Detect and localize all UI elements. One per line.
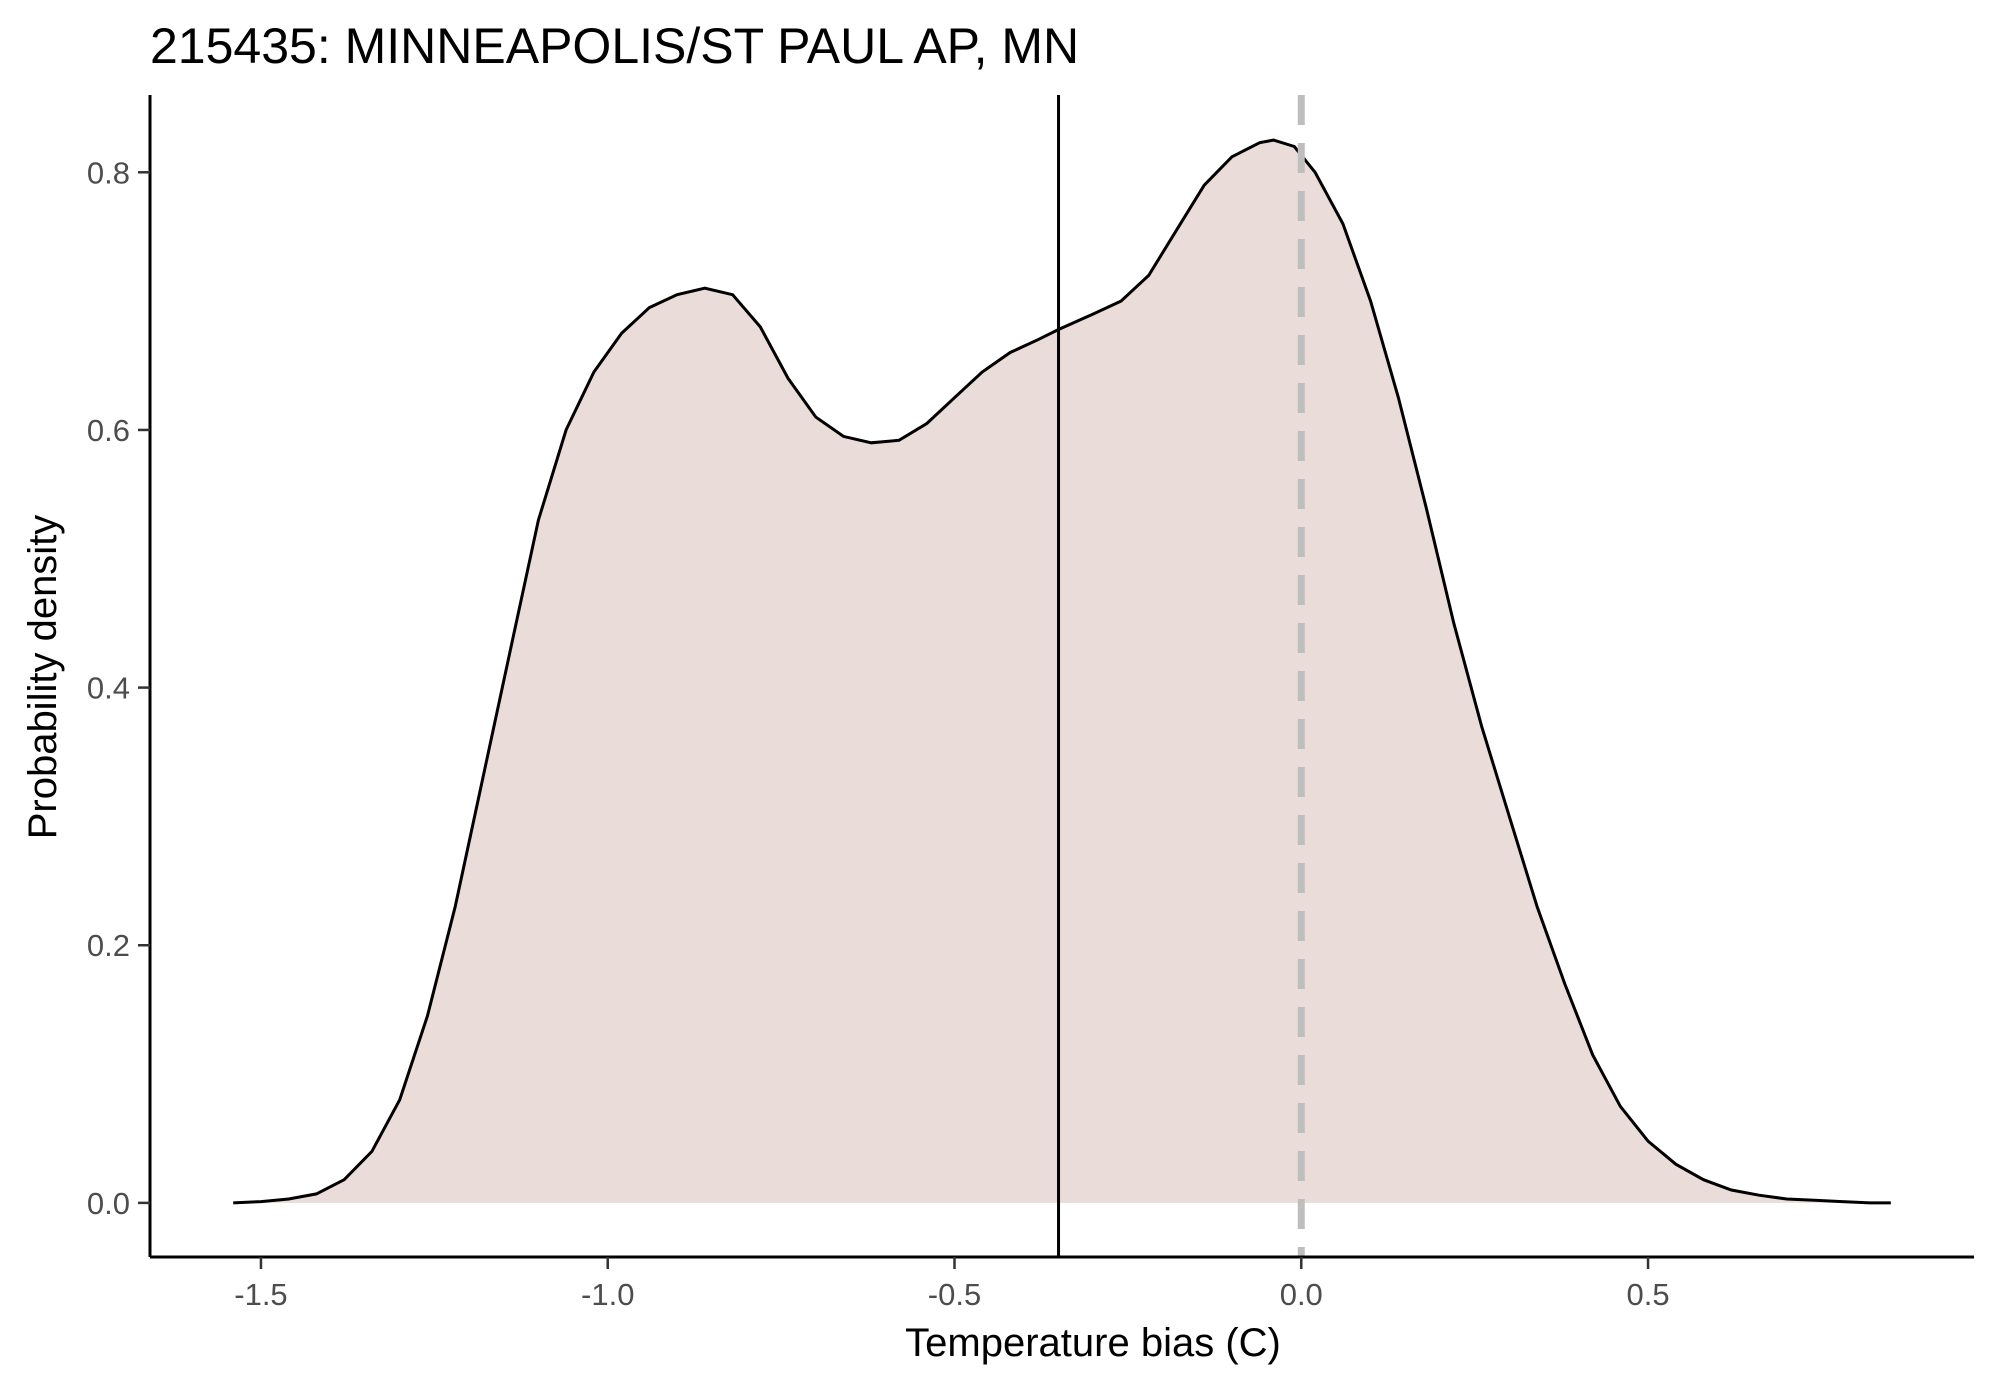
x-tick-label: -0.5 — [928, 1277, 981, 1312]
axes: -1.5 -1.0 -0.5 0.0 0.5 0.0 0.2 0.4 0.6 0.8 — [87, 95, 1974, 1312]
density-area-fill — [233, 140, 1891, 1203]
y-tick-label: 0.6 — [87, 413, 130, 448]
x-tick-label: -1.5 — [234, 1277, 287, 1312]
chart-title: 215435: MINNEAPOLIS/ST PAUL AP, MN — [150, 18, 1079, 74]
x-tick-label: 0.5 — [1626, 1277, 1669, 1312]
x-axis-title: Temperature bias (C) — [905, 1321, 1281, 1365]
plot-area — [233, 95, 1891, 1257]
x-tick-label: -1.0 — [581, 1277, 634, 1312]
y-tick-label: 0.0 — [87, 1186, 130, 1221]
x-axis-ticks: -1.5 -1.0 -0.5 0.0 0.5 — [234, 1257, 1670, 1312]
y-axis-ticks: 0.0 0.2 0.4 0.6 0.8 — [87, 155, 150, 1221]
y-tick-label: 0.4 — [87, 671, 130, 706]
y-axis-title: Probability density — [21, 515, 65, 840]
density-curve-line — [233, 138, 1891, 1205]
y-tick-label: 0.8 — [87, 155, 130, 190]
y-tick-label: 0.2 — [87, 928, 130, 963]
x-tick-label: 0.0 — [1280, 1277, 1323, 1312]
